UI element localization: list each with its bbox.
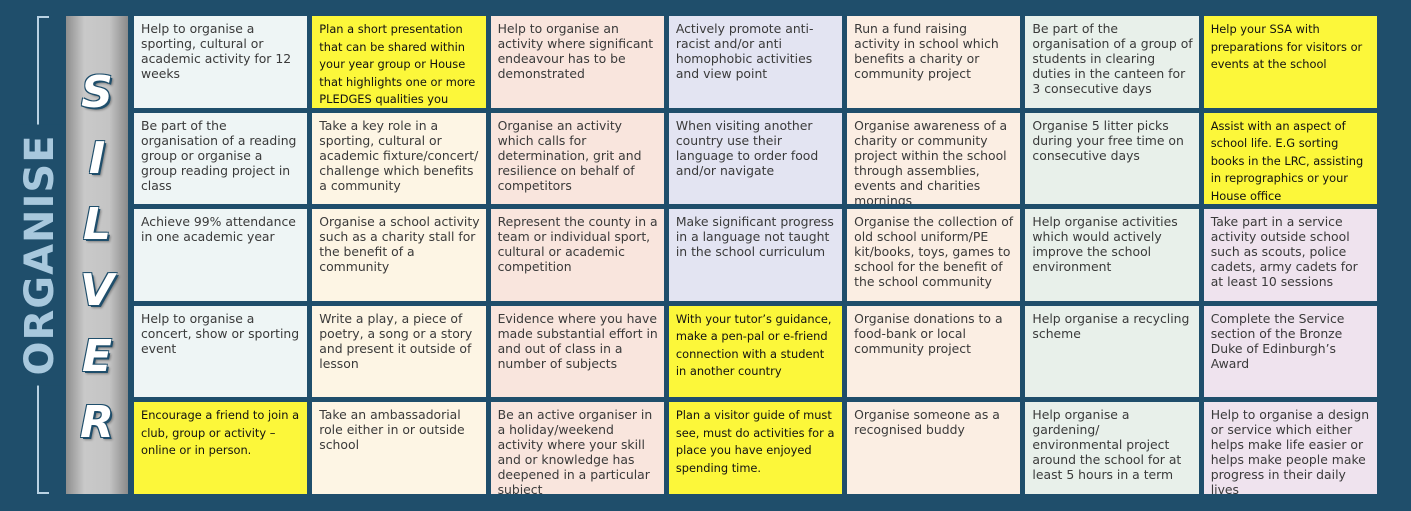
activity-card: Organise a school activity such as a cha… (312, 209, 486, 301)
activity-card: Organise an activity which calls for det… (490, 112, 664, 205)
activity-card-highlighted: With your tutor’s guidance, make a pen-p… (668, 305, 843, 398)
silver-letter: E (81, 331, 113, 382)
silver-level-strip: S I L V E R (66, 16, 128, 494)
activity-card: Help to organise a sporting, cultural or… (134, 16, 308, 108)
activity-card: Make significant progress in a language … (668, 209, 843, 301)
activity-card-highlighted: Help your SSA with preparations for visi… (1203, 16, 1377, 108)
activity-card: Organise awareness of a charity or commu… (847, 112, 1021, 205)
silver-letter: I (88, 133, 106, 184)
activity-card: Actively promote anti-racist and/or anti… (668, 16, 843, 108)
silver-letter: V (79, 265, 115, 316)
activity-grid: Help to organise a sporting, cultural or… (134, 16, 1377, 494)
activity-card: Take part in a service activity outside … (1203, 209, 1377, 301)
activity-card: Be part of the organisation of a group o… (1025, 16, 1199, 108)
activity-card-highlighted: Encourage a friend to join a club, group… (134, 402, 308, 494)
activity-card: Take a key role in a sporting, cultural … (312, 112, 486, 205)
silver-letter: R (80, 397, 114, 448)
activity-card: Take an ambassadorial role either in or … (312, 402, 486, 494)
activity-card: Run a fund raising activity in school wh… (847, 16, 1021, 108)
activity-card: Represent the county in a team or indivi… (490, 209, 664, 301)
activity-card: Complete the Service section of the Bron… (1203, 305, 1377, 398)
activity-card-highlighted: Plan a visitor guide of must see, must d… (668, 402, 843, 494)
activity-card: Achieve 99% attendance in one academic y… (134, 209, 308, 301)
activity-card: Help to organise a concert, show or spor… (134, 305, 308, 398)
activity-card: Organise someone as a recognised buddy (847, 402, 1021, 494)
activity-card: Be an active organiser in a holiday/week… (490, 402, 664, 494)
activity-card: Help to organise an activity where signi… (490, 16, 664, 108)
activity-card: Help organise a recycling scheme (1025, 305, 1199, 398)
activity-card: Organise donations to a food-bank or loc… (847, 305, 1021, 398)
activity-card-highlighted: Plan a short presentation that can be sh… (312, 16, 486, 108)
activity-card: Write a play, a piece of poetry, a song … (312, 305, 486, 398)
silver-letter: S (81, 67, 113, 118)
silver-letter: L (82, 199, 112, 250)
activity-card: Evidence where you have made substantial… (490, 305, 664, 398)
activity-card: When visiting another country use their … (668, 112, 843, 205)
activity-card: Organise 5 litter picks during your free… (1025, 112, 1199, 205)
activity-card: Help to organise a design or service whi… (1203, 402, 1377, 494)
activity-card: Help organise activities which would act… (1025, 209, 1199, 301)
activity-card: Organise the collection of old school un… (847, 209, 1021, 301)
activity-card: Be part of the organisation of a reading… (134, 112, 308, 205)
activity-card-highlighted: Assist with an aspect of school life. E.… (1203, 112, 1377, 205)
organise-label: ORGANISE (17, 124, 63, 386)
activity-card: Help organise a gardening/ environmental… (1025, 402, 1199, 494)
